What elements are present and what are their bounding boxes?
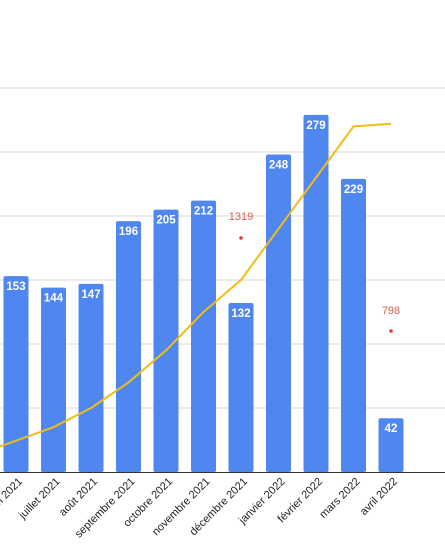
bar-value-label: 153 [6,281,25,293]
bar-value-label: 147 [81,289,100,301]
bar-value-label: 42 [385,423,398,435]
bar-value-label: 196 [119,226,138,238]
bar-value-label: 205 [156,215,176,227]
bar [378,418,404,472]
x-tick-label: avril 2022 [358,476,400,518]
bar [3,276,29,472]
bar [153,209,179,472]
bar [266,154,291,472]
annotations: 1319 798 [229,211,400,333]
bar-value-label: 248 [269,160,289,172]
annotation-label: 1319 [229,211,253,223]
annotation-dot [239,236,243,240]
bar [191,200,216,472]
bar-value-label: 132 [231,308,250,320]
bar [303,114,329,472]
bar-series [3,114,404,472]
bar-value-label: 144 [44,293,64,305]
annotation-dot [389,329,393,333]
bar-value-label: 212 [194,206,213,218]
bar [41,287,66,472]
bar [228,303,254,472]
bar [116,221,141,472]
bar [78,283,104,472]
bar-value-label: 229 [344,184,363,196]
bar-value-labels: 153 144 147 196 205 212 132 248 279 229 42 [6,120,397,435]
annotation-label: 798 [382,305,400,317]
bar [341,178,366,472]
x-tick-label: mars 2022 [317,476,362,521]
bar-value-label: 279 [306,120,325,132]
cumulative-line [0,122,392,448]
gridlines [0,87,445,409]
